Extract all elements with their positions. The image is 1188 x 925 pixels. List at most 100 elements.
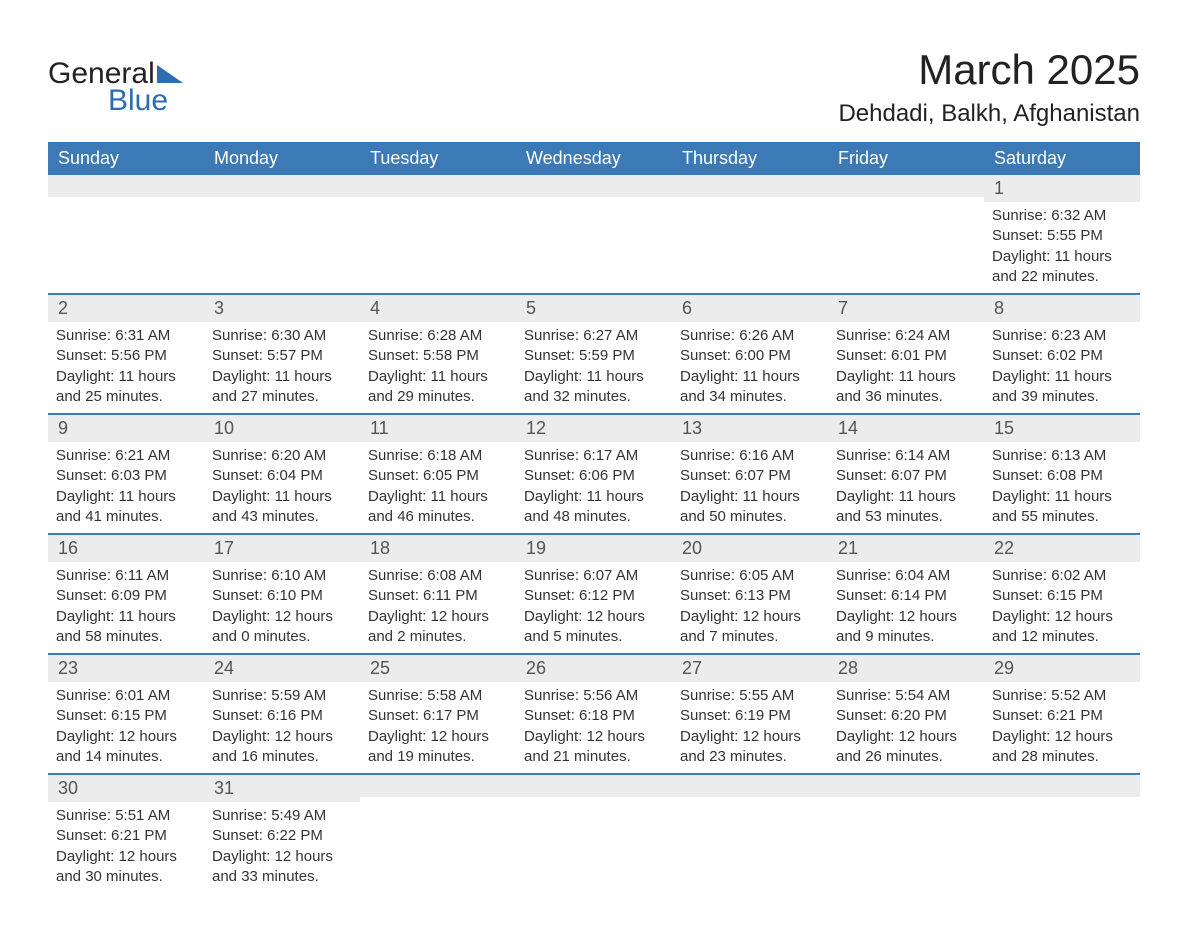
day-number: 8	[984, 295, 1140, 322]
weekday-sunday: Sunday	[48, 142, 204, 175]
sunrise-line: Sunrise: 5:51 AM	[56, 806, 196, 826]
day-number: 21	[828, 535, 984, 562]
daylight-line: Daylight: 12 hours and 26 minutes.	[836, 727, 976, 768]
day-cell-head: 24	[204, 654, 360, 682]
sunset-line: Sunset: 6:00 PM	[680, 346, 820, 366]
week-daynum-row: 2345678	[48, 294, 1140, 322]
day-cell-body: Sunrise: 5:54 AMSunset: 6:20 PMDaylight:…	[828, 682, 984, 774]
day-number	[516, 775, 672, 797]
day-cell-head: 20	[672, 534, 828, 562]
day-cell-head	[360, 175, 516, 202]
day-cell-head: 7	[828, 294, 984, 322]
sunset-line: Sunset: 6:11 PM	[368, 586, 508, 606]
day-cell-body	[828, 202, 984, 294]
day-detail: Sunrise: 6:05 AMSunset: 6:13 PMDaylight:…	[672, 562, 828, 653]
day-detail: Sunrise: 5:51 AMSunset: 6:21 PMDaylight:…	[48, 802, 204, 893]
location-line: Dehdadi, Balkh, Afghanistan	[838, 100, 1140, 128]
sunset-line: Sunset: 6:05 PM	[368, 466, 508, 486]
sunrise-line: Sunrise: 6:04 AM	[836, 566, 976, 586]
day-cell-body: Sunrise: 5:51 AMSunset: 6:21 PMDaylight:…	[48, 802, 204, 893]
day-detail: Sunrise: 5:59 AMSunset: 6:16 PMDaylight:…	[204, 682, 360, 773]
day-detail	[360, 202, 516, 212]
sunset-line: Sunset: 6:14 PM	[836, 586, 976, 606]
day-cell-head: 21	[828, 534, 984, 562]
day-detail: Sunrise: 6:04 AMSunset: 6:14 PMDaylight:…	[828, 562, 984, 653]
day-detail: Sunrise: 6:27 AMSunset: 5:59 PMDaylight:…	[516, 322, 672, 413]
day-cell-body	[516, 802, 672, 893]
daylight-line: Daylight: 12 hours and 30 minutes.	[56, 847, 196, 888]
sunrise-line: Sunrise: 6:26 AM	[680, 326, 820, 346]
day-cell-head: 13	[672, 414, 828, 442]
day-cell-body	[516, 202, 672, 294]
day-cell-body: Sunrise: 6:14 AMSunset: 6:07 PMDaylight:…	[828, 442, 984, 534]
day-detail: Sunrise: 6:28 AMSunset: 5:58 PMDaylight:…	[360, 322, 516, 413]
daylight-line: Daylight: 12 hours and 14 minutes.	[56, 727, 196, 768]
day-cell-head	[672, 774, 828, 802]
day-number: 4	[360, 295, 516, 322]
day-number	[672, 175, 828, 197]
day-number: 9	[48, 415, 204, 442]
day-cell-body	[672, 202, 828, 294]
day-cell-head: 6	[672, 294, 828, 322]
daylight-line: Daylight: 12 hours and 23 minutes.	[680, 727, 820, 768]
sunrise-line: Sunrise: 6:02 AM	[992, 566, 1132, 586]
daylight-line: Daylight: 11 hours and 39 minutes.	[992, 367, 1132, 408]
day-number: 28	[828, 655, 984, 682]
month-title: March 2025	[838, 46, 1140, 94]
sunrise-line: Sunrise: 6:30 AM	[212, 326, 352, 346]
day-cell-head: 25	[360, 654, 516, 682]
day-detail	[828, 202, 984, 212]
day-detail: Sunrise: 6:16 AMSunset: 6:07 PMDaylight:…	[672, 442, 828, 533]
daylight-line: Daylight: 12 hours and 16 minutes.	[212, 727, 352, 768]
sunset-line: Sunset: 6:18 PM	[524, 706, 664, 726]
day-detail: Sunrise: 6:26 AMSunset: 6:00 PMDaylight:…	[672, 322, 828, 413]
sunrise-line: Sunrise: 6:10 AM	[212, 566, 352, 586]
week-detail-row: Sunrise: 6:32 AMSunset: 5:55 PMDaylight:…	[48, 202, 1140, 294]
day-number: 27	[672, 655, 828, 682]
day-cell-body: Sunrise: 6:23 AMSunset: 6:02 PMDaylight:…	[984, 322, 1140, 414]
sunset-line: Sunset: 6:03 PM	[56, 466, 196, 486]
daylight-line: Daylight: 11 hours and 34 minutes.	[680, 367, 820, 408]
daylight-line: Daylight: 11 hours and 29 minutes.	[368, 367, 508, 408]
week-daynum-row: 9101112131415	[48, 414, 1140, 442]
day-cell-body	[828, 802, 984, 893]
day-detail: Sunrise: 5:54 AMSunset: 6:20 PMDaylight:…	[828, 682, 984, 773]
day-detail: Sunrise: 5:56 AMSunset: 6:18 PMDaylight:…	[516, 682, 672, 773]
sunrise-line: Sunrise: 6:27 AM	[524, 326, 664, 346]
day-cell-head: 26	[516, 654, 672, 682]
daylight-line: Daylight: 11 hours and 46 minutes.	[368, 487, 508, 528]
day-detail: Sunrise: 6:14 AMSunset: 6:07 PMDaylight:…	[828, 442, 984, 533]
day-number: 3	[204, 295, 360, 322]
day-cell-body: Sunrise: 6:26 AMSunset: 6:00 PMDaylight:…	[672, 322, 828, 414]
sunset-line: Sunset: 6:19 PM	[680, 706, 820, 726]
daylight-line: Daylight: 11 hours and 27 minutes.	[212, 367, 352, 408]
day-detail: Sunrise: 6:17 AMSunset: 6:06 PMDaylight:…	[516, 442, 672, 533]
day-number: 1	[984, 175, 1140, 202]
day-number: 2	[48, 295, 204, 322]
sunrise-line: Sunrise: 6:31 AM	[56, 326, 196, 346]
day-number	[204, 175, 360, 197]
day-detail	[672, 202, 828, 212]
sunset-line: Sunset: 6:20 PM	[836, 706, 976, 726]
daylight-line: Daylight: 12 hours and 0 minutes.	[212, 607, 352, 648]
day-cell-body: Sunrise: 6:16 AMSunset: 6:07 PMDaylight:…	[672, 442, 828, 534]
daylight-line: Daylight: 11 hours and 48 minutes.	[524, 487, 664, 528]
day-detail: Sunrise: 6:20 AMSunset: 6:04 PMDaylight:…	[204, 442, 360, 533]
day-cell-head: 1	[984, 175, 1140, 202]
day-cell-head: 18	[360, 534, 516, 562]
brand-line1: General	[48, 60, 183, 87]
daylight-line: Daylight: 12 hours and 5 minutes.	[524, 607, 664, 648]
sunrise-line: Sunrise: 6:17 AM	[524, 446, 664, 466]
day-detail: Sunrise: 5:58 AMSunset: 6:17 PMDaylight:…	[360, 682, 516, 773]
day-cell-head: 8	[984, 294, 1140, 322]
day-cell-head: 27	[672, 654, 828, 682]
brand-triangle-icon	[157, 65, 183, 83]
sunset-line: Sunset: 5:55 PM	[992, 226, 1132, 246]
day-detail: Sunrise: 5:49 AMSunset: 6:22 PMDaylight:…	[204, 802, 360, 893]
daylight-line: Daylight: 12 hours and 12 minutes.	[992, 607, 1132, 648]
daylight-line: Daylight: 11 hours and 36 minutes.	[836, 367, 976, 408]
week-detail-row: Sunrise: 6:31 AMSunset: 5:56 PMDaylight:…	[48, 322, 1140, 414]
day-cell-head: 16	[48, 534, 204, 562]
day-cell-body: Sunrise: 6:04 AMSunset: 6:14 PMDaylight:…	[828, 562, 984, 654]
day-number: 10	[204, 415, 360, 442]
